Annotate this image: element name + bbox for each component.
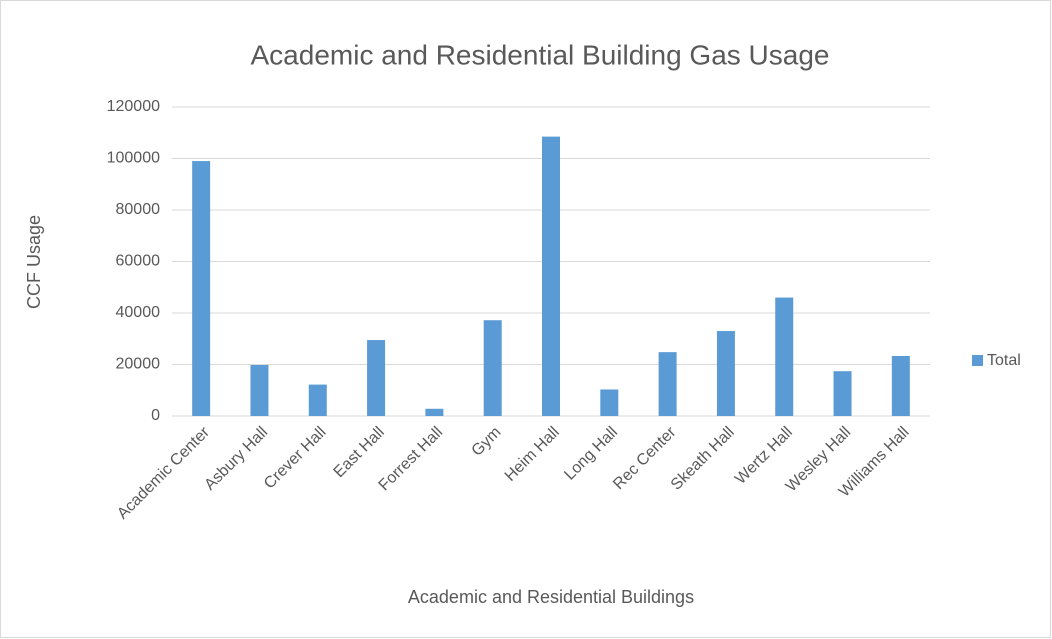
chart-title: Academic and Residential Building Gas Us… (251, 39, 830, 70)
legend-swatch (972, 355, 983, 366)
bar (250, 365, 269, 416)
bar (775, 297, 794, 416)
bar (425, 408, 444, 416)
y-axis-title: CCF Usage (24, 215, 44, 309)
y-tick-label: 100000 (107, 150, 160, 167)
bar (658, 352, 677, 416)
y-tick-label: 0 (151, 407, 160, 424)
legend-label: Total (987, 352, 1021, 369)
y-tick-label: 80000 (116, 201, 161, 218)
bar (308, 384, 327, 416)
bar (833, 371, 852, 416)
x-axis-title: Academic and Residential Buildings (408, 587, 694, 607)
bar (716, 331, 735, 416)
y-tick-label: 20000 (116, 356, 161, 373)
bar (192, 161, 211, 416)
bar (600, 389, 619, 416)
y-tick-label: 40000 (116, 304, 161, 321)
bar (542, 136, 560, 417)
bar (483, 320, 502, 416)
y-tick-label: 120000 (107, 98, 160, 115)
bar (367, 340, 386, 416)
bar (891, 356, 910, 416)
y-tick-label: 60000 (116, 253, 161, 270)
